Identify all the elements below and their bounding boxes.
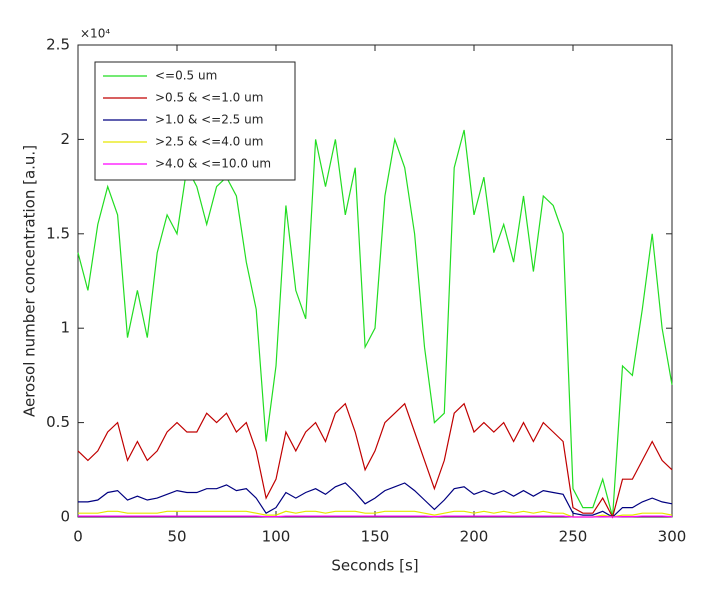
series-line xyxy=(77,129,673,518)
x-axis-label: Seconds [s] xyxy=(331,557,418,575)
legend-label: >1.0 & <=2.5 um xyxy=(155,113,263,127)
y-tick-label: 1 xyxy=(60,319,70,337)
x-tick-label: 100 xyxy=(262,528,291,546)
series-line xyxy=(78,515,673,518)
x-tick-label: 150 xyxy=(361,528,390,546)
y-tick-label: 0.5 xyxy=(46,413,70,431)
y-tick-label: 2.5 xyxy=(46,36,70,54)
y-tick-label: 1.5 xyxy=(46,224,70,242)
y-tick-label: 2 xyxy=(60,130,70,148)
legend-label: >0.5 & <=1.0 um xyxy=(155,91,263,105)
y-axis-label: Aerosol number concentration [a.u.] xyxy=(21,145,39,417)
x-tick-label: 200 xyxy=(460,528,489,546)
legend-label: >4.0 & <=10.0 um xyxy=(155,157,271,171)
x-tick-label: 300 xyxy=(658,528,687,546)
y-multiplier: ×10⁴ xyxy=(80,27,110,41)
legend-label: >2.5 & <=4.0 um xyxy=(155,135,263,149)
legend-label: <=0.5 um xyxy=(155,69,217,83)
x-tick-label: 50 xyxy=(167,528,186,546)
y-tick-label: 0 xyxy=(60,508,70,526)
series-line xyxy=(78,482,673,518)
series-line xyxy=(77,402,673,519)
x-tick-label: 0 xyxy=(73,528,83,546)
legend-box xyxy=(94,61,296,181)
x-tick-label: 250 xyxy=(559,528,588,546)
